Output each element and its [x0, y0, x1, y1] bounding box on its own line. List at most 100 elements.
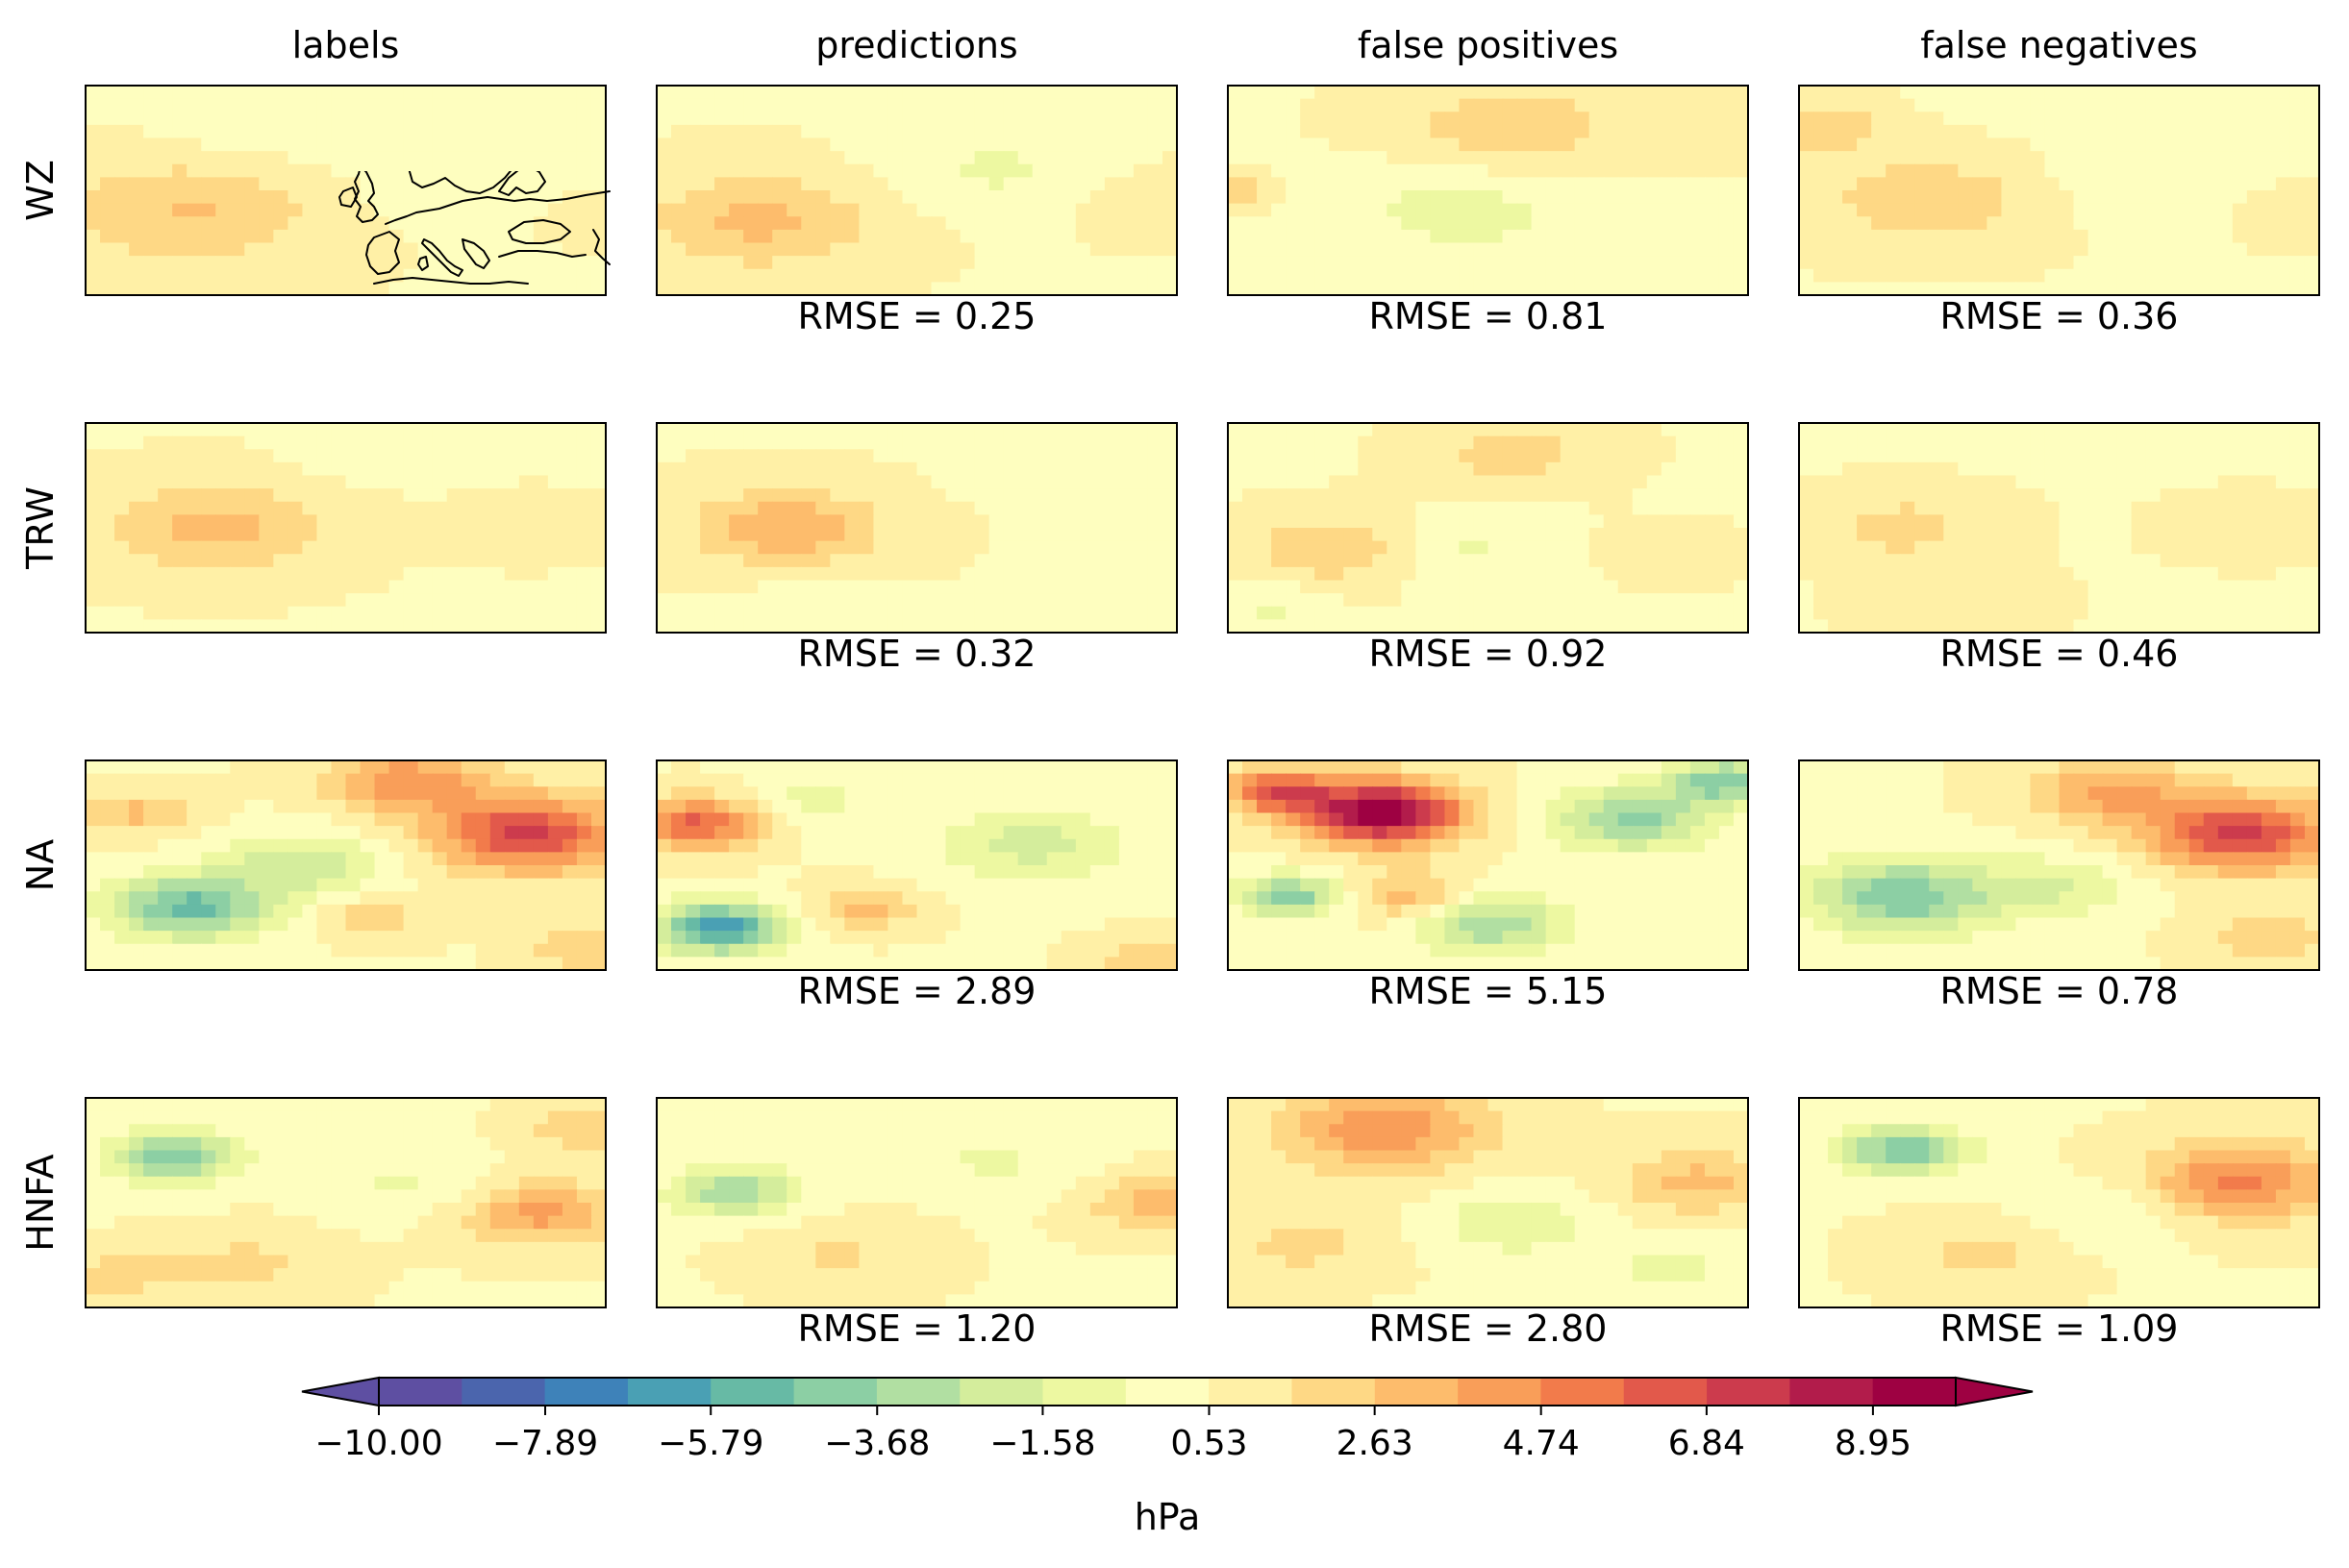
- field-cell: [2203, 488, 2219, 503]
- field-cell: [215, 488, 232, 503]
- field-cell: [360, 112, 376, 126]
- field-cell: [916, 514, 933, 529]
- field-cell: [1415, 256, 1432, 270]
- field-cell: [671, 593, 687, 608]
- field-cell: [1162, 137, 1177, 152]
- field-cell: [2261, 256, 2277, 270]
- field-cell: [417, 865, 434, 880]
- field-cell: [1603, 190, 1619, 205]
- field-cell: [1430, 619, 1446, 633]
- field-cell: [902, 461, 918, 477]
- field-cell: [2001, 475, 2017, 489]
- field-cell: [743, 256, 759, 270]
- field-cell: [714, 190, 730, 205]
- field-cell: [743, 554, 759, 568]
- field-cell: [801, 242, 817, 257]
- field-cell: [331, 124, 347, 139]
- field-cell: [533, 177, 549, 191]
- field-cell: [1118, 475, 1135, 489]
- field-cell: [945, 475, 962, 489]
- field-cell: [446, 593, 462, 608]
- field-cell: [729, 566, 744, 582]
- field-cell: [533, 838, 549, 854]
- field-cell: [1372, 501, 1388, 516]
- field-cell: [1632, 488, 1648, 503]
- field-cell: [1089, 475, 1106, 489]
- field-cell: [2160, 256, 2176, 270]
- field-cell: [518, 242, 535, 257]
- field-cell: [787, 137, 803, 152]
- field-cell: [172, 124, 187, 139]
- field-cell: [1329, 137, 1345, 152]
- field-cell: [2261, 501, 2277, 516]
- field-cell: [1017, 580, 1034, 594]
- field-cell: [1900, 606, 1916, 621]
- field-cell: [2087, 501, 2104, 516]
- field-cell: [143, 488, 159, 503]
- field-cell: [1444, 282, 1461, 295]
- field-cell: [787, 98, 803, 113]
- field-cell: [2232, 501, 2248, 516]
- field-cell: [201, 137, 217, 152]
- field-cell: [2246, 423, 2262, 437]
- field-cell: [576, 423, 592, 437]
- field-cell: [331, 256, 347, 270]
- field-cell: [1828, 268, 1843, 284]
- field-cell: [1257, 177, 1272, 191]
- field-cell: [2174, 268, 2190, 284]
- field-cell: [576, 773, 592, 788]
- field-cell: [1459, 528, 1475, 542]
- field-cell: [2131, 554, 2147, 568]
- field-cell: [590, 461, 606, 477]
- field-cell: [1017, 488, 1034, 503]
- field-cell: [1799, 163, 1814, 179]
- field-cell: [1828, 461, 1843, 477]
- field-cell: [1828, 566, 1843, 582]
- field-cell: [547, 461, 563, 477]
- field-cell: [1914, 177, 1931, 191]
- field-cell: [1516, 229, 1533, 244]
- field-cell: [714, 137, 730, 152]
- field-cell: [2174, 475, 2190, 489]
- field-cell: [215, 137, 232, 152]
- field-cell: [1343, 190, 1360, 205]
- field-cell: [2102, 256, 2118, 270]
- field-cell: [1545, 580, 1562, 594]
- field-cell: [2203, 151, 2219, 165]
- field-cell: [1689, 461, 1706, 477]
- field-cell: [787, 619, 803, 633]
- field-cell: [1444, 501, 1461, 516]
- field-cell: [960, 86, 976, 100]
- field-cell: [714, 242, 730, 257]
- field-cell: [1003, 203, 1019, 218]
- field-cell: [158, 566, 173, 582]
- field-cell: [1487, 606, 1504, 621]
- field-cell: [859, 488, 875, 503]
- field-cell: [590, 488, 606, 503]
- field-cell: [1162, 423, 1177, 437]
- field-cell: [360, 514, 376, 529]
- field-cell: [360, 98, 376, 113]
- field-cell: [1733, 606, 1748, 621]
- field-cell: [86, 112, 101, 126]
- field-cell: [902, 268, 918, 284]
- field-cell: [100, 606, 115, 621]
- field-cell: [1958, 163, 1974, 179]
- field-cell: [2217, 256, 2234, 270]
- field-cell: [1017, 449, 1034, 463]
- field-cell: [230, 229, 246, 244]
- field-cell: [1943, 203, 1960, 218]
- field-cell: [187, 203, 203, 218]
- field-cell: [316, 216, 333, 231]
- field-cell: [432, 865, 448, 880]
- field-cell: [244, 865, 261, 880]
- field-cell: [2059, 229, 2075, 244]
- field-cell: [201, 878, 217, 893]
- field-cell: [1617, 580, 1634, 594]
- field-cell: [230, 580, 246, 594]
- field-cell: [1300, 423, 1315, 437]
- field-cell: [172, 566, 187, 582]
- field-cell: [547, 112, 563, 126]
- field-cell: [461, 593, 477, 608]
- field-cell: [1133, 86, 1149, 100]
